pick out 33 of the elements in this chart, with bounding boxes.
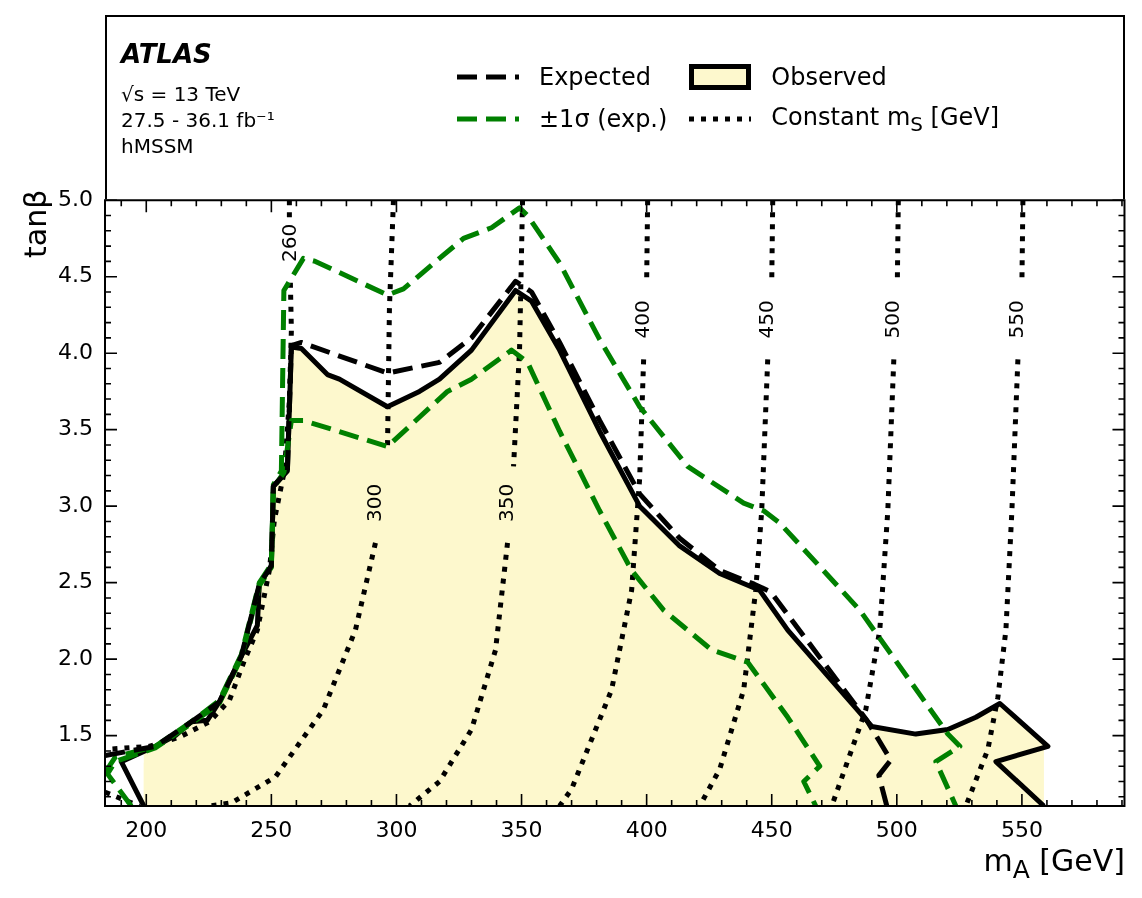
legend-label: Observed xyxy=(771,63,887,91)
x-tick-label: 250 xyxy=(250,816,293,842)
y-tick-label: 2.5 xyxy=(58,568,93,594)
y-tick-label: 2.0 xyxy=(58,644,93,670)
y-tick-label: 1.5 xyxy=(58,721,93,747)
annotation: 550 xyxy=(1004,300,1029,339)
annotation: 500 xyxy=(880,300,905,339)
x-tick-label: 200 xyxy=(125,816,168,842)
annotation: 450 xyxy=(753,300,778,339)
text: ATLAS xyxy=(121,39,213,69)
x-tick-label: 550 xyxy=(1000,816,1043,842)
text: 27.5 - 36.1 fb⁻¹ xyxy=(121,107,275,133)
legend-label: Constant m$_{S}$ [GeV] xyxy=(771,103,1000,136)
annotation: 260 xyxy=(276,223,301,262)
x-tick-label: 500 xyxy=(875,816,918,842)
y-tick-label: 4.5 xyxy=(58,262,93,288)
annotation: 400 xyxy=(629,300,654,339)
text: √s = 13 TeV xyxy=(121,81,242,107)
y-axis-title: tanβ xyxy=(18,189,53,258)
x-tick-label: 400 xyxy=(625,816,668,842)
x-tick-label: 350 xyxy=(500,816,543,842)
y-tick-label: 3.0 xyxy=(58,491,93,517)
legend-label: ±1σ (exp.) xyxy=(539,105,668,134)
y-tick-label: 4.0 xyxy=(58,338,93,364)
y-tick-label: 5.0 xyxy=(58,185,93,211)
legend-label: Expected xyxy=(539,63,651,91)
x-tick-label: 450 xyxy=(750,816,793,842)
annotation: 350 xyxy=(493,483,518,522)
y-tick-label: 3.5 xyxy=(58,415,93,441)
x-tick-label: 300 xyxy=(375,816,418,842)
annotation: 300 xyxy=(361,483,386,522)
text: hMSSM xyxy=(121,133,195,159)
x-axis-title: m$_{A}$ [GeV] xyxy=(983,843,1125,884)
